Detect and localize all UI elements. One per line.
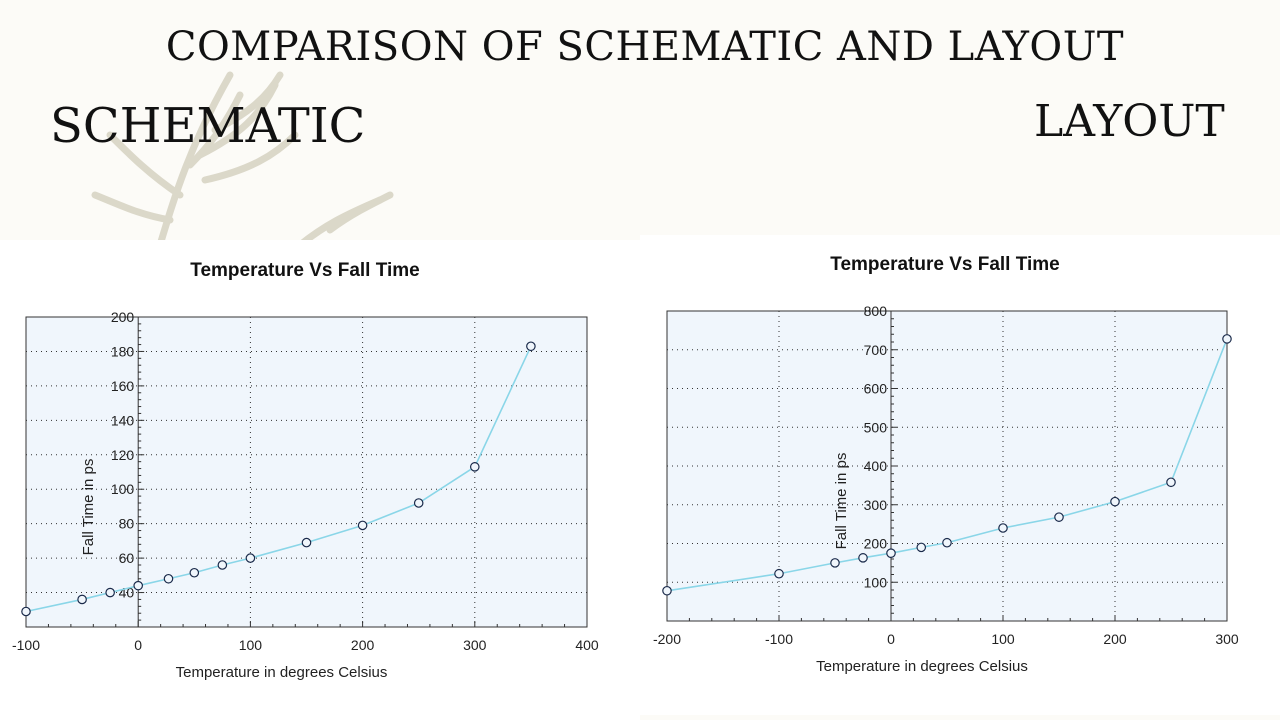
y-tick-label: 100 bbox=[864, 574, 888, 590]
series-line bbox=[666, 338, 1228, 592]
schematic-chart-panel: Temperature Vs Fall Time 40 60 80 100 120 140 1… bbox=[0, 240, 640, 720]
decorative-branch-sketch bbox=[91, 71, 394, 245]
y-tick-label: 180 bbox=[111, 343, 135, 359]
data-point bbox=[245, 553, 256, 563]
schematic-chart: Temperature Vs Fall Time 40 60 80 100 120 140 1… bbox=[12, 260, 599, 681]
data-point bbox=[1054, 512, 1064, 522]
x-tick-label: -100 bbox=[12, 637, 40, 653]
y-tick-label: 60 bbox=[119, 550, 135, 566]
x-tick-label: 200 bbox=[351, 637, 375, 653]
data-point bbox=[217, 560, 228, 570]
data-point bbox=[526, 341, 536, 352]
data-point bbox=[916, 542, 927, 553]
schematic-heading: SCHEMATIC bbox=[50, 98, 366, 154]
y-tick-label: 500 bbox=[864, 419, 888, 435]
data-point bbox=[858, 553, 868, 563]
data-point bbox=[830, 558, 840, 568]
data-point bbox=[77, 594, 87, 605]
x-tick-label: 0 bbox=[134, 637, 142, 653]
y-tick-label: 160 bbox=[111, 378, 135, 394]
data-point bbox=[774, 568, 784, 579]
data-point bbox=[413, 498, 424, 508]
layout-chart: Temperature Vs Fall Time 100 200 300 400 500 6… bbox=[653, 254, 1239, 675]
chart-title: Temperature Vs Fall Time bbox=[830, 254, 1060, 275]
data-point bbox=[1110, 496, 1120, 507]
x-tick-label: -200 bbox=[653, 631, 681, 647]
y-tick-label: 200 bbox=[864, 536, 888, 552]
y-tick-label: 120 bbox=[111, 447, 135, 463]
y-axis-label: Fall Time in ps bbox=[80, 459, 97, 556]
y-tick-label: 700 bbox=[864, 342, 888, 358]
y-tick-label: 300 bbox=[864, 497, 888, 513]
data-point bbox=[1222, 334, 1232, 344]
y-tick-label: 400 bbox=[864, 458, 888, 474]
x-tick-label: 300 bbox=[463, 637, 487, 653]
y-tick-label: 800 bbox=[864, 303, 888, 319]
data-point bbox=[21, 606, 31, 617]
x-tick-label: 100 bbox=[239, 637, 263, 653]
x-tick-label: -100 bbox=[765, 631, 793, 647]
x-tick-label: 300 bbox=[1215, 631, 1239, 647]
y-tick-label: 40 bbox=[119, 585, 135, 601]
y-tick-label: 140 bbox=[111, 412, 135, 428]
x-tick-label: 400 bbox=[575, 637, 599, 653]
data-point bbox=[942, 537, 952, 548]
x-tick-label: 100 bbox=[991, 631, 1015, 647]
data-point bbox=[301, 537, 312, 548]
x-tick-label: 0 bbox=[887, 631, 895, 647]
layout-heading: LAYOUT bbox=[1034, 96, 1225, 147]
x-tick-label: 200 bbox=[1103, 631, 1127, 647]
y-tick-label: 100 bbox=[111, 481, 135, 497]
y-tick-label: 80 bbox=[119, 516, 135, 532]
data-point bbox=[133, 580, 143, 591]
x-axis-label: Temperature in degrees Celsius bbox=[176, 664, 388, 681]
data-point bbox=[662, 585, 672, 596]
y-tick-label: 600 bbox=[864, 381, 888, 397]
data-point bbox=[886, 548, 896, 558]
y-tick-label: 200 bbox=[111, 309, 135, 325]
plot-area bbox=[25, 316, 588, 628]
data-point bbox=[998, 523, 1008, 533]
slide-title: COMPARISON OF SCHEMATIC AND LAYOUT bbox=[165, 24, 1125, 70]
x-axis-label: Temperature in degrees Celsius bbox=[816, 658, 1028, 675]
data-point bbox=[105, 587, 115, 598]
data-point bbox=[469, 462, 480, 472]
chart-title: Temperature Vs Fall Time bbox=[190, 260, 420, 281]
data-point bbox=[357, 520, 368, 531]
data-point bbox=[189, 567, 200, 578]
data-point bbox=[163, 573, 174, 584]
data-point bbox=[1166, 477, 1176, 488]
layout-chart-panel: Temperature Vs Fall Time 100 200 300 400 500 6… bbox=[640, 235, 1280, 715]
y-axis-label: Fall Time in ps bbox=[833, 453, 850, 550]
